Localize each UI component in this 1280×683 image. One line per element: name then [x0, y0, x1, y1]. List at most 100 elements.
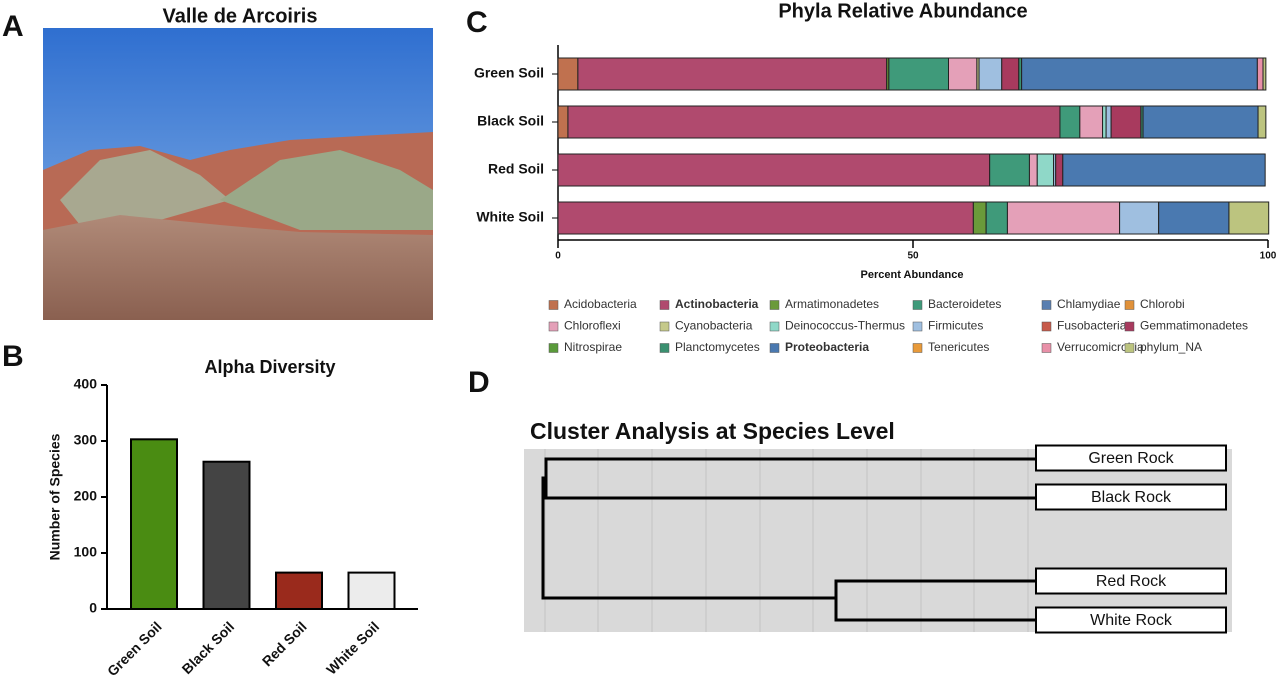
bar-segment [1021, 57, 1258, 91]
photo-title: Valle de Arcoiris [163, 5, 318, 27]
bar-segment [1142, 105, 1259, 139]
bar-segment [1119, 201, 1160, 235]
leaf-box [1035, 444, 1227, 472]
dendrogram-background [524, 449, 1232, 632]
bar-segment [1036, 153, 1055, 187]
bar-segment [577, 57, 888, 91]
legend-marker [659, 300, 670, 310]
y-tick-label: Green Soil [474, 65, 544, 81]
legend-marker [912, 343, 923, 353]
photo [43, 28, 433, 320]
bar-segment [1006, 201, 1121, 235]
legend-marker [769, 300, 780, 310]
x-tick-label: 50 [907, 251, 919, 262]
legend-label: Verrucomicrobia [1057, 340, 1144, 354]
y-axis-label: Number of Species [47, 433, 63, 560]
y-tick-label: Black Soil [477, 113, 544, 129]
bar-segment [1158, 201, 1230, 235]
green-hill [60, 150, 230, 225]
x-axis-label: Percent Abundance [861, 269, 964, 281]
x-tick-label: Black Soil [179, 618, 238, 677]
bar-segment [888, 57, 949, 91]
legend-marker [659, 343, 670, 353]
legend-marker [548, 321, 559, 332]
legend-label: Firmicutes [928, 319, 983, 333]
bar-segment [1079, 105, 1104, 139]
legend-label: Armatimonadetes [785, 297, 879, 311]
chart-title: Phyla Relative Abundance [778, 0, 1027, 22]
bar-segment [1105, 105, 1112, 139]
legend-marker [769, 343, 780, 353]
x-tick-label: 0 [555, 251, 561, 262]
legend-marker [1124, 321, 1135, 332]
panel-label: A [2, 10, 24, 43]
bar-segment [557, 153, 991, 187]
plot-area [524, 449, 1232, 632]
bar-segment [1001, 57, 1020, 91]
legend-marker [1041, 343, 1052, 353]
y-tick-label: White Soil [476, 209, 544, 225]
bar-segment [948, 57, 978, 91]
bar-segment [557, 57, 579, 91]
bar [347, 571, 396, 610]
bar-segment [978, 57, 1003, 91]
legend-label: Acidobacteria [564, 297, 637, 311]
bar-segment [972, 201, 987, 235]
green-hill [220, 150, 433, 230]
bar [275, 571, 323, 610]
bar [202, 460, 251, 610]
panel-label: B [2, 340, 24, 373]
leaf-label: Red Rock [1096, 573, 1167, 590]
legend-label: Cyanobacteria [675, 319, 753, 333]
ground [43, 215, 433, 320]
leaf-box [1035, 483, 1227, 511]
y-tick-label: 0 [89, 600, 97, 616]
panel-label: C [466, 6, 488, 39]
legend-marker [1041, 321, 1052, 332]
bar-segment [1059, 105, 1081, 139]
bar-segment [557, 105, 569, 139]
legend-label: Nitrospirae [564, 340, 622, 354]
legend-label: phylum_NA [1140, 340, 1202, 354]
bar-segment [1228, 201, 1270, 235]
y-tick-label: 200 [74, 488, 98, 504]
bar-segment [1262, 57, 1267, 91]
bar-segment [1028, 153, 1038, 187]
bar-segment [989, 153, 1030, 187]
y-tick-label: 300 [74, 432, 98, 448]
leaf-label: Green Rock [1088, 450, 1174, 467]
legend-label: Chlorobi [1140, 297, 1185, 311]
legend-label: Proteobacteria [785, 340, 869, 354]
bar-segment [1257, 105, 1267, 139]
legend-marker [912, 321, 923, 332]
legend-label: Deinococcus-Thermus [785, 319, 905, 333]
legend-label: Chlamydiae [1057, 297, 1121, 311]
legend-label: Planctomycetes [675, 340, 760, 354]
chart-title: Cluster Analysis at Species Level [530, 418, 895, 444]
bar-segment [985, 201, 1008, 235]
leaf-label: Black Rock [1091, 489, 1172, 506]
bar-segment [567, 105, 1061, 139]
leaf-box [1035, 606, 1227, 634]
legend-marker [659, 321, 670, 332]
legend-label: Actinobacteria [675, 297, 759, 311]
legend-marker [1124, 300, 1135, 310]
legend-marker [1124, 343, 1135, 353]
bar-segment [557, 201, 974, 235]
legend-label: Bacteroidetes [928, 297, 1001, 311]
x-tick-label: Red Soil [259, 618, 310, 669]
legend-label: Chloroflexi [564, 319, 621, 333]
panel-label: D [468, 366, 490, 399]
chart-title: Alpha Diversity [204, 357, 335, 377]
bar-segment [1110, 105, 1142, 139]
x-tick-label: White Soil [323, 618, 382, 677]
legend-marker [1041, 300, 1052, 310]
legend-marker [548, 300, 559, 310]
legend-label: Gemmatimonadetes [1140, 319, 1248, 333]
leaf-label: White Rock [1090, 612, 1173, 629]
leaf-box [1035, 567, 1227, 595]
bar [130, 438, 178, 610]
legend-marker [769, 321, 780, 332]
legend-label: Tenericutes [928, 340, 989, 354]
